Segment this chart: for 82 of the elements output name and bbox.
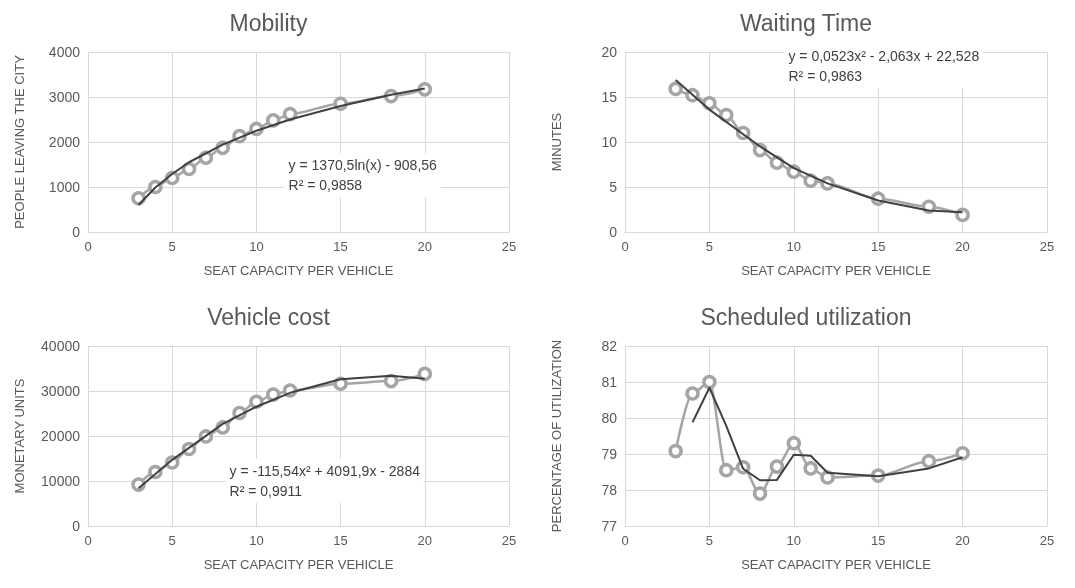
point: [803, 461, 818, 476]
x-tick-label: 25: [501, 239, 517, 254]
y-tick-label: 0: [609, 224, 618, 240]
x-tick-label: 25: [1039, 533, 1055, 548]
chart-title: Mobility: [229, 9, 308, 36]
y-tick-label: 2000: [48, 134, 81, 150]
y-tick-label: 82: [601, 338, 618, 354]
x-tick-label: 15: [870, 239, 886, 254]
y-tick-label: 10000: [41, 473, 81, 489]
annotation: y = 1370,5ln(x) - 908,56: [288, 156, 438, 173]
x-tick-label: 5: [705, 533, 714, 548]
point: [282, 106, 298, 122]
point: [719, 107, 734, 123]
x-tick-label: 25: [501, 533, 517, 548]
y-tick-label: 77: [601, 518, 618, 534]
x-tick-label: 20: [955, 533, 970, 548]
x-tick-label: 20: [955, 239, 970, 254]
x-axis-title: SEAT CAPACITY PER VEHICLE: [741, 557, 932, 572]
point: [820, 470, 835, 485]
point: [417, 366, 433, 382]
point: [668, 81, 683, 97]
x-tick-label: 25: [1039, 239, 1055, 254]
y-tick-label: 15: [601, 89, 618, 105]
annotation: R² = 0,9858: [288, 176, 363, 193]
x-tick-label: 10: [786, 239, 802, 254]
x-tick-label: 5: [168, 239, 176, 254]
x-tick-label: 20: [417, 533, 433, 548]
point: [702, 374, 717, 390]
point: [266, 387, 281, 402]
x-tick-label: 15: [333, 239, 348, 254]
y-axis-title: PERCENTAGE OF UTILIZATION: [549, 339, 564, 533]
x-tick-label: 0: [621, 239, 629, 254]
y-tick-label: 40000: [41, 338, 81, 354]
y-tick-label: 3000: [48, 89, 81, 105]
x-tick-label: 20: [417, 239, 433, 254]
point: [921, 453, 937, 469]
y-tick-label: 78: [601, 482, 618, 498]
x-tick-label: 0: [84, 239, 92, 254]
x-tick-label: 5: [705, 239, 714, 254]
point: [181, 161, 197, 177]
x-axis-title: SEAT CAPACITY PER VEHICLE: [741, 263, 932, 278]
x-axis-title: SEAT CAPACITY PER VEHICLE: [203, 263, 394, 278]
y-tick-label: 0: [72, 518, 81, 534]
y-tick-label: 4000: [48, 44, 81, 60]
y-tick-label: 79: [601, 446, 618, 462]
y-tick-label: 5: [609, 179, 618, 195]
x-tick-label: 0: [84, 533, 92, 548]
y-axis-title: MONETARY UNITS: [12, 378, 27, 494]
y-axis-title: MINUTES: [549, 112, 564, 172]
annotation: y = -115,54x² + 4091,9x - 2884: [229, 462, 421, 479]
point: [719, 462, 734, 478]
annotation: R² = 0,9911: [229, 482, 303, 499]
y-tick-label: 80: [601, 410, 618, 426]
point: [383, 373, 399, 389]
point: [955, 446, 970, 461]
x-tick-label: 10: [249, 239, 264, 254]
annotation: R² = 0,9863: [788, 68, 863, 85]
point: [752, 486, 768, 501]
y-tick-label: 10: [601, 134, 618, 150]
y-tick-label: 81: [601, 374, 618, 390]
y-tick-label: 0: [72, 224, 81, 240]
x-tick-label: 5: [168, 533, 176, 548]
annotation: y = 0,0523x² - 2,063x + 22,528: [788, 48, 980, 65]
y-tick-label: 30000: [41, 383, 81, 399]
point: [685, 386, 700, 401]
x-tick-label: 10: [786, 533, 802, 548]
point: [249, 394, 264, 410]
y-tick-label: 20000: [41, 428, 81, 444]
x-tick-label: 15: [870, 533, 886, 548]
point: [786, 435, 802, 451]
y-tick-label: 1000: [48, 179, 81, 195]
chart-title: Waiting Time: [739, 9, 873, 36]
y-axis-title: PEOPLE LEAVING THE CITY: [12, 54, 27, 229]
x-axis-title: SEAT CAPACITY PER VEHICLE: [203, 557, 394, 572]
point: [769, 459, 785, 474]
chart-title: Vehicle cost: [207, 303, 331, 330]
x-tick-label: 0: [621, 533, 629, 548]
x-tick-label: 10: [249, 533, 264, 548]
y-tick-label: 20: [601, 44, 618, 60]
point: [668, 443, 683, 459]
chart-title: Scheduled utilization: [700, 303, 912, 330]
x-tick-label: 15: [333, 533, 348, 548]
